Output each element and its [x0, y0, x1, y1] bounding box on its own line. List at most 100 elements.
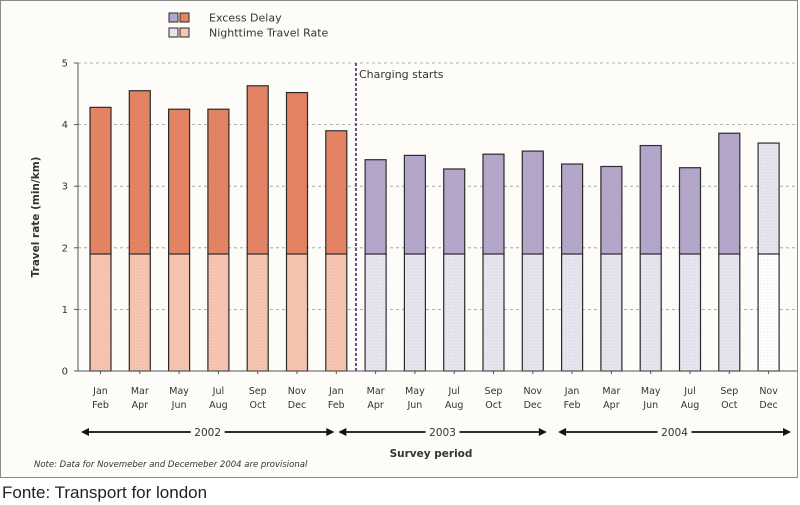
bar-excess-texture — [325, 130, 347, 254]
bar-excess-texture — [522, 151, 544, 254]
bar-group — [207, 108, 230, 372]
x-tick-label: Aug — [445, 400, 464, 411]
bar-nighttime-texture — [207, 253, 229, 371]
bar-group — [560, 163, 584, 372]
year-arrow-head — [538, 428, 547, 436]
bar-nighttime-texture — [404, 253, 426, 371]
bar-nighttime-texture — [90, 253, 111, 371]
x-tick-label: Mar — [602, 386, 620, 397]
bar-nighttime-texture — [168, 253, 190, 371]
x-tick-label: Apr — [132, 400, 149, 411]
x-tick-label: Jan — [564, 386, 580, 397]
bar-nighttime-texture — [522, 253, 544, 371]
x-axis-ticks: Jan Feb Mar Apr May Jun Jul Aug Sep Oct Nov Dec Jan F… — [78, 370, 797, 411]
bar-nighttime-texture — [718, 253, 740, 371]
bar-nighttime-texture — [561, 253, 583, 371]
year-ranges: 2002 2003 2004 — [81, 427, 791, 439]
x-tick-label: Sep — [485, 386, 503, 397]
bar-nighttime-texture — [325, 253, 347, 371]
legend-swatch-excess-pre — [179, 12, 190, 23]
bar-excess-texture — [207, 109, 229, 254]
bar-excess-texture — [640, 145, 662, 254]
year-arrow-head — [338, 428, 347, 436]
y-tick-label: 3 — [62, 182, 68, 193]
legend-swatch-excess-post — [168, 12, 179, 23]
bar-group — [403, 154, 426, 372]
x-tick-label: Aug — [681, 400, 700, 411]
bar-excess-texture — [90, 107, 111, 254]
bar-excess-texture — [758, 143, 780, 254]
year-arrow-head — [81, 428, 89, 436]
x-tick-label: Jan — [328, 386, 344, 397]
bar-excess-texture — [168, 109, 190, 254]
bar-group — [325, 130, 348, 372]
legend-item-nighttime: Nighttime Travel Rate — [168, 27, 329, 40]
y-axis-label: Travel rate (min/km) — [30, 157, 42, 278]
legend-label-nighttime: Nighttime Travel Rate — [209, 27, 329, 40]
x-tick-label: Dec — [524, 400, 542, 411]
legend-item-excess-delay: Excess Delay — [168, 12, 282, 25]
bar-nighttime-texture — [483, 253, 504, 371]
y-tick-label: 4 — [62, 120, 68, 131]
bar-group — [285, 91, 309, 372]
x-tick-label: Oct — [485, 400, 502, 411]
source-caption: Fonte: Transport for london — [2, 483, 208, 502]
bar-excess-texture — [561, 164, 583, 254]
x-tick-label: Jun — [171, 400, 187, 411]
y-tick-label: 5 — [62, 59, 68, 70]
bar-nighttime-texture — [679, 253, 701, 371]
stacked-bar-chart: Excess Delay Nighttime Travel Rate Trave… — [30, 12, 797, 470]
bar-group — [639, 144, 662, 372]
bar-group — [678, 167, 702, 372]
year-label: 2004 — [661, 427, 688, 439]
x-tick-label: May — [641, 386, 661, 397]
x-tick-label: Oct — [249, 400, 266, 411]
bar-excess-texture — [247, 85, 269, 254]
year-range: 2002 — [81, 427, 335, 439]
bar-nighttime-texture — [365, 253, 387, 371]
year-range: 2003 — [338, 427, 547, 439]
bar-nighttime-texture — [443, 253, 465, 371]
x-tick-label: Dec — [288, 400, 306, 411]
x-tick-label: Dec — [759, 400, 777, 411]
x-tick-label: May — [169, 386, 189, 397]
bars — [89, 85, 780, 372]
bar-excess-texture — [718, 133, 740, 254]
year-arrow-head — [558, 428, 567, 436]
legend-label-excess-delay: Excess Delay — [209, 12, 282, 25]
x-tick-label: Oct — [721, 400, 738, 411]
x-tick-label: May — [405, 386, 425, 397]
bar-group — [443, 168, 466, 372]
legend-swatch-night-post — [168, 27, 179, 38]
bar-excess-texture — [679, 167, 701, 254]
year-label: 2002 — [194, 427, 221, 439]
bar-group — [246, 85, 269, 372]
bar-nighttime-texture — [640, 253, 662, 371]
year-label: 2003 — [429, 427, 456, 439]
x-tick-label: Nov — [288, 386, 307, 397]
x-tick-label: Feb — [328, 400, 345, 411]
charging-start-label: Charging starts — [359, 68, 444, 81]
x-tick-label: Mar — [131, 386, 149, 397]
chart-frame: Excess Delay Nighttime Travel Rate Trave… — [0, 0, 798, 478]
x-tick-label: Nov — [524, 386, 543, 397]
bar-group — [757, 142, 780, 372]
bar-excess-texture — [286, 92, 308, 254]
bar-group — [364, 159, 387, 372]
x-tick-label: Mar — [367, 386, 385, 397]
x-tick-label: Jul — [447, 386, 459, 397]
bar-nighttime-texture — [247, 253, 269, 371]
y-tick-label: 2 — [62, 243, 68, 254]
y-tick-label: 0 — [62, 367, 68, 378]
x-tick-label: Jan — [92, 386, 108, 397]
legend-swatch-night-pre — [179, 27, 190, 38]
bar-group — [168, 108, 191, 372]
bar-excess-texture — [443, 168, 465, 254]
bar-nighttime-texture — [758, 253, 780, 371]
bar-nighttime-texture — [600, 253, 622, 371]
x-tick-label: Feb — [564, 400, 581, 411]
year-arrow-head — [326, 428, 335, 436]
bar-group — [521, 150, 544, 372]
bar-nighttime-texture — [129, 253, 151, 371]
y-axis-ticks: 0 1 2 3 4 5 — [62, 59, 79, 378]
